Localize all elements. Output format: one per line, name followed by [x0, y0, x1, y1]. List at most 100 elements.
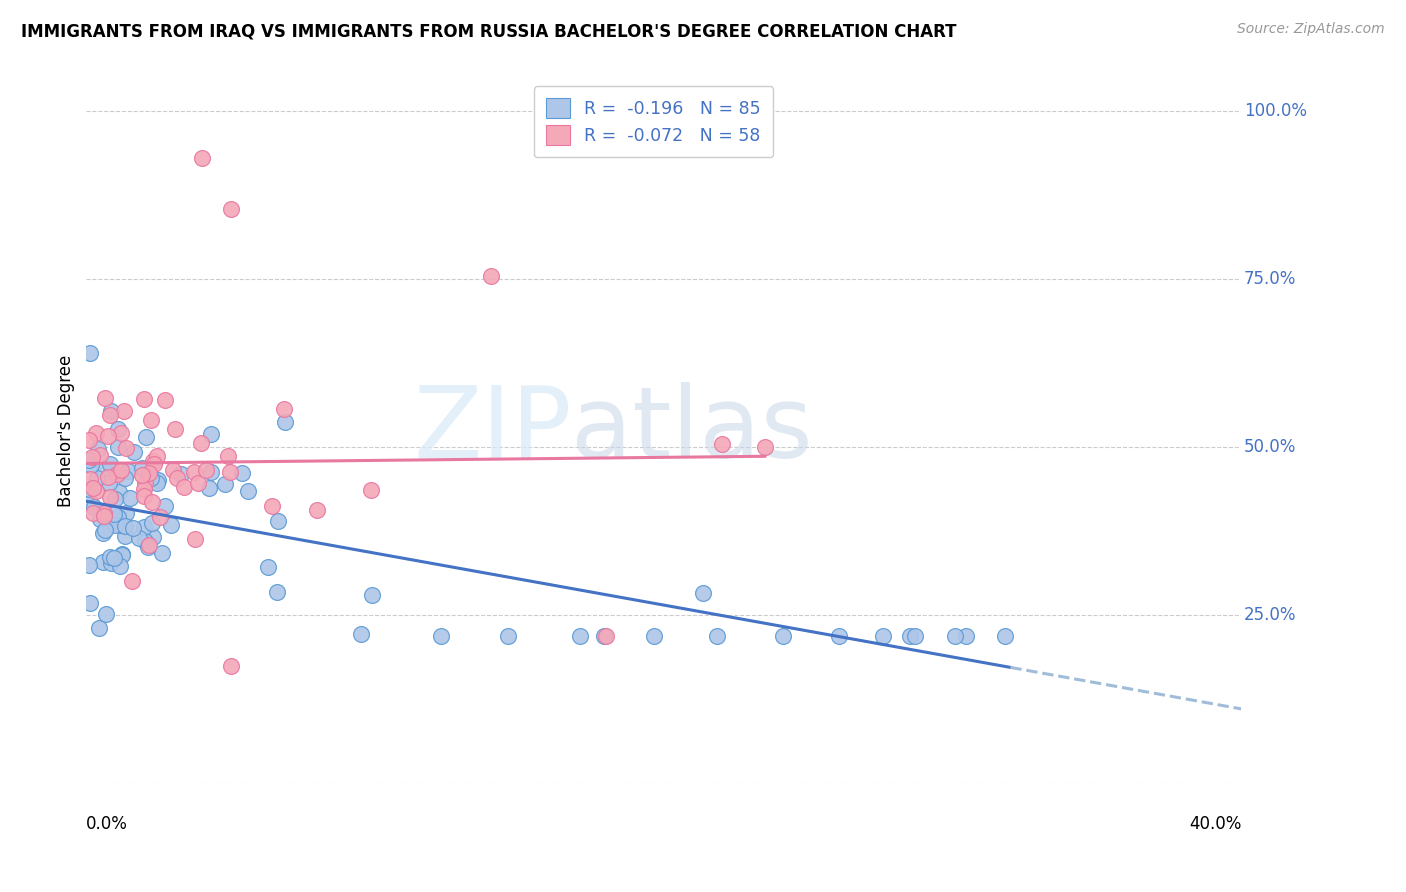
Point	[143, 457, 166, 471]
Point	[114, 441, 136, 455]
Point	[898, 629, 921, 643]
Point	[122, 521, 145, 535]
Point	[110, 425, 132, 440]
Point	[77, 453, 100, 467]
Point	[360, 483, 382, 497]
Point	[146, 449, 169, 463]
Point	[108, 559, 131, 574]
Point	[160, 518, 183, 533]
Point	[79, 596, 101, 610]
Point	[107, 440, 129, 454]
Point	[132, 520, 155, 534]
Point	[89, 512, 111, 526]
Text: 40.0%: 40.0%	[1189, 815, 1241, 833]
Point	[136, 540, 159, 554]
Point	[98, 549, 121, 564]
Point	[86, 471, 108, 485]
Point	[273, 401, 295, 416]
Point	[84, 483, 107, 498]
Point	[105, 513, 128, 527]
Text: ZIP: ZIP	[413, 382, 571, 479]
Point	[111, 549, 134, 563]
Point	[134, 534, 156, 549]
Point	[994, 629, 1017, 643]
Point	[128, 531, 150, 545]
Point	[132, 483, 155, 497]
Point	[93, 509, 115, 524]
Point	[86, 425, 108, 440]
Text: 50.0%: 50.0%	[1244, 438, 1296, 457]
Text: 100.0%: 100.0%	[1244, 102, 1306, 120]
Point	[100, 404, 122, 418]
Point	[198, 481, 221, 495]
Point	[79, 496, 101, 510]
Point	[943, 629, 966, 643]
Point	[145, 476, 167, 491]
Point	[266, 514, 288, 528]
Point	[91, 525, 114, 540]
Point	[108, 484, 131, 499]
Point	[103, 507, 125, 521]
Point	[162, 463, 184, 477]
Point	[112, 404, 135, 418]
Point	[107, 510, 129, 524]
Point	[593, 629, 616, 643]
Point	[955, 629, 977, 643]
Point	[122, 445, 145, 459]
Point	[93, 462, 115, 476]
Point	[120, 491, 142, 505]
Point	[183, 465, 205, 479]
Point	[100, 557, 122, 571]
Point	[97, 470, 120, 484]
Point	[710, 437, 733, 451]
Point	[872, 629, 894, 643]
Point	[349, 627, 371, 641]
Point	[214, 477, 236, 491]
Point	[105, 467, 128, 481]
Point	[141, 516, 163, 530]
Point	[200, 465, 222, 479]
Point	[117, 464, 139, 478]
Point	[94, 607, 117, 621]
Point	[184, 532, 207, 546]
Point	[104, 492, 127, 507]
Point	[114, 519, 136, 533]
Point	[217, 449, 239, 463]
Point	[82, 481, 104, 495]
Point	[142, 454, 165, 468]
Point	[131, 461, 153, 475]
Point	[82, 450, 104, 465]
Point	[148, 473, 170, 487]
Point	[94, 523, 117, 537]
Point	[91, 555, 114, 569]
Point	[305, 503, 328, 517]
Point	[87, 621, 110, 635]
Text: 0.0%: 0.0%	[86, 815, 128, 833]
Point	[141, 494, 163, 508]
Point	[138, 467, 160, 481]
Point	[643, 629, 665, 643]
Point	[98, 491, 121, 505]
Point	[77, 433, 100, 447]
Point	[231, 466, 253, 480]
Point	[77, 482, 100, 496]
Point	[692, 586, 714, 600]
Point	[479, 268, 502, 283]
Point	[706, 629, 728, 643]
Point	[595, 629, 617, 643]
Legend: R =  -0.196   N = 85, R =  -0.072   N = 58: R = -0.196 N = 85, R = -0.072 N = 58	[534, 87, 773, 158]
Point	[569, 629, 592, 643]
Point	[200, 426, 222, 441]
Point	[754, 440, 776, 454]
Point	[97, 429, 120, 443]
Point	[110, 518, 132, 533]
Point	[360, 588, 382, 602]
Point	[87, 442, 110, 456]
Point	[155, 393, 177, 408]
Point	[170, 467, 193, 482]
Point	[94, 391, 117, 405]
Point	[110, 463, 132, 477]
Point	[142, 530, 165, 544]
Point	[194, 463, 217, 477]
Point	[98, 457, 121, 471]
